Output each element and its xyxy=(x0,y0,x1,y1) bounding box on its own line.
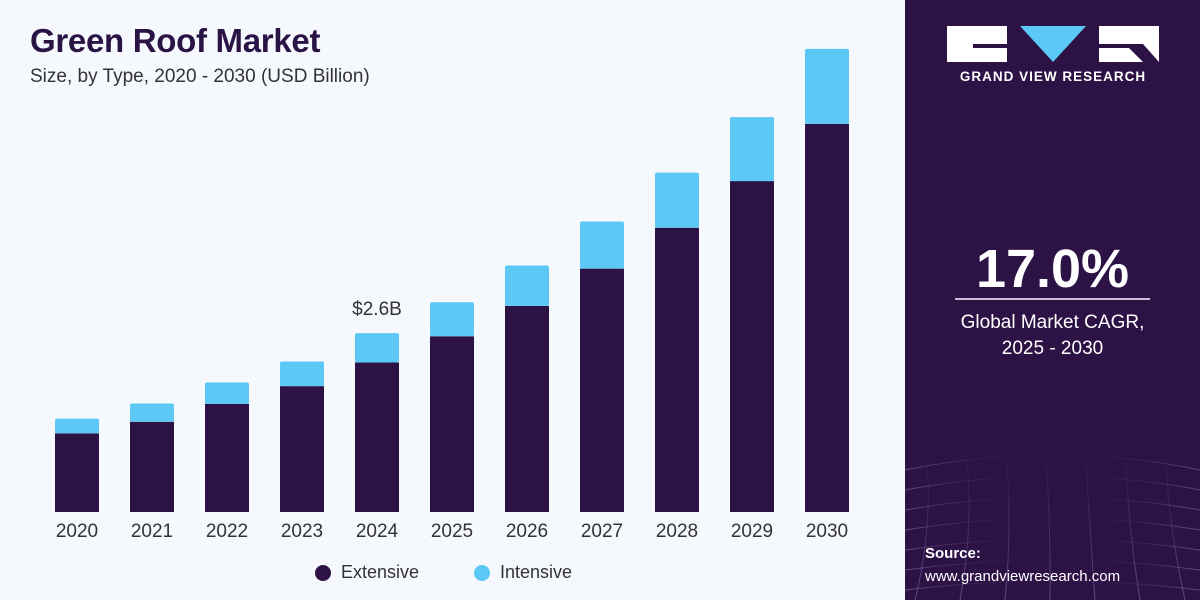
cagr-label: Global Market CAGR, 2025 - 2030 xyxy=(905,310,1200,362)
gvr-logo: GRAND VIEW RESEARCH xyxy=(943,22,1163,92)
bar-extensive-2026 xyxy=(505,305,549,512)
data-label-2024: $2.6B xyxy=(352,299,402,320)
legend-label-extensive: Extensive xyxy=(341,562,420,582)
bar-extensive-2020 xyxy=(55,433,99,512)
grid-decoration xyxy=(905,439,1200,600)
x-tick-label: 2027 xyxy=(581,521,623,542)
brand-name: GRAND VIEW RESEARCH xyxy=(959,69,1147,84)
bar-intensive-2029 xyxy=(730,117,774,182)
x-tick-label: 2023 xyxy=(281,521,323,542)
bar-extensive-2024 xyxy=(355,362,399,512)
cagr-value: 17.0% xyxy=(975,239,1130,299)
x-tick-label: 2022 xyxy=(206,521,248,542)
bar-extensive-2025 xyxy=(430,336,474,512)
chart-legend: Extensive Intensive xyxy=(0,562,905,590)
x-tick-label: 2028 xyxy=(656,521,698,542)
bar-intensive-2022 xyxy=(205,382,249,404)
legend-swatch-extensive xyxy=(315,564,331,581)
x-tick-label: 2020 xyxy=(56,521,98,542)
bar-extensive-2030 xyxy=(805,123,849,513)
chart-title: Green Roof Market xyxy=(30,22,321,59)
bar-intensive-2025 xyxy=(430,302,474,337)
legend-item-intensive: Intensive xyxy=(474,562,572,583)
bar-extensive-2022 xyxy=(205,403,249,512)
x-tick-label: 2030 xyxy=(806,521,848,542)
cagr-divider xyxy=(955,298,1150,300)
bar-extensive-2021 xyxy=(130,421,174,512)
source-link[interactable]: www.grandviewresearch.com xyxy=(925,568,1121,585)
bar-extensive-2027 xyxy=(580,268,624,512)
cagr-label-line1: Global Market CAGR, xyxy=(960,312,1145,333)
x-tick-label: 2026 xyxy=(506,521,548,542)
legend-swatch-intensive xyxy=(474,564,490,581)
bar-intensive-2030 xyxy=(805,48,849,124)
bar-intensive-2024 xyxy=(355,333,399,363)
chart-subtitle: Size, by Type, 2020 - 2030 (USD Billion) xyxy=(30,66,370,87)
x-tick-label: 2024 xyxy=(356,521,399,542)
info-panel: GRAND VIEW RESEARCH 17.0% Global Market … xyxy=(905,0,1200,600)
bar-chart: 2020 2021 2022 2023 2024 2025 2026 2027 2028 2029… xyxy=(55,48,849,542)
x-tick-label: 2021 xyxy=(131,521,173,542)
legend-item-extensive: Extensive xyxy=(315,562,419,583)
bar-intensive-2023 xyxy=(280,361,324,387)
bar-intensive-2027 xyxy=(580,221,624,269)
bar-intensive-2021 xyxy=(130,403,174,422)
x-tick-label: 2029 xyxy=(731,521,773,542)
gvr-logo-icon xyxy=(947,26,1159,62)
bar-extensive-2023 xyxy=(280,386,324,512)
bar-intensive-2020 xyxy=(55,418,99,434)
bar-extensive-2028 xyxy=(655,227,699,513)
cagr-label-line2: 2025 - 2030 xyxy=(1001,338,1104,359)
bar-extensive-2029 xyxy=(730,181,774,512)
bar-intensive-2028 xyxy=(655,172,699,228)
chart-area: Green Roof Market Size, by Type, 2020 - … xyxy=(0,22,905,590)
legend-label-intensive: Intensive xyxy=(500,562,573,582)
bar-intensive-2026 xyxy=(505,265,549,306)
source-label: Source: xyxy=(925,545,981,562)
x-tick-label: 2025 xyxy=(431,521,473,542)
